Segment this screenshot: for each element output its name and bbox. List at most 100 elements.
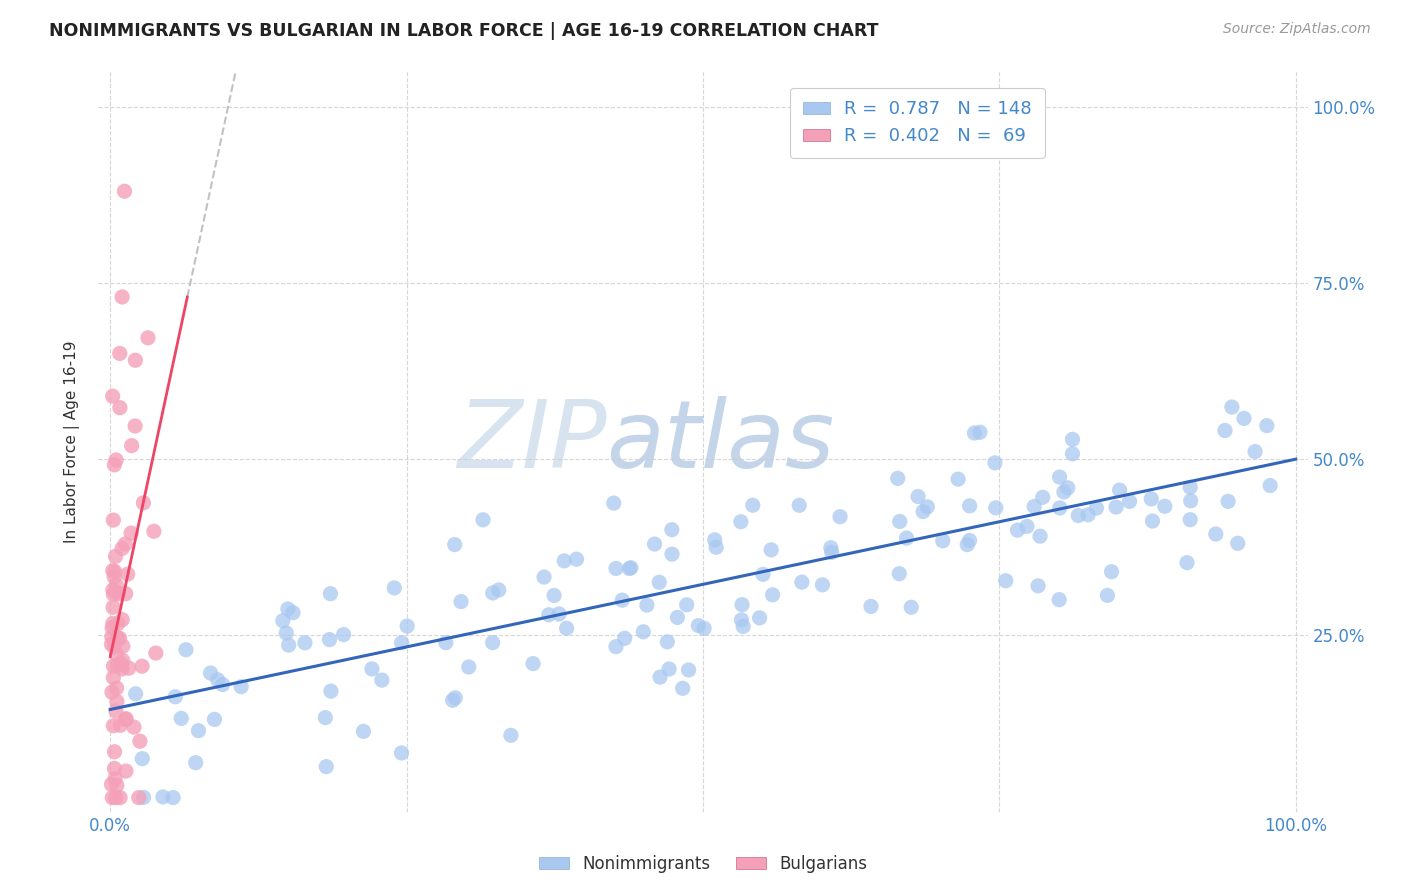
Point	[543, 589, 565, 603]
Point	[101, 790, 124, 805]
Point	[132, 790, 155, 805]
Point	[1220, 400, 1243, 414]
Point	[174, 642, 197, 657]
Point	[1118, 494, 1140, 508]
Point	[450, 594, 472, 608]
Point	[1056, 481, 1078, 495]
Point	[620, 560, 643, 574]
Point	[318, 632, 340, 647]
Point	[111, 541, 134, 556]
Point	[603, 496, 626, 510]
Point	[900, 600, 922, 615]
Point	[103, 458, 125, 472]
Point	[103, 719, 125, 733]
Point	[661, 547, 683, 561]
Point	[1085, 501, 1108, 516]
Point	[103, 671, 125, 685]
Point	[704, 541, 727, 555]
Point	[142, 524, 165, 539]
Point	[733, 619, 755, 633]
Point	[648, 575, 671, 590]
Point	[361, 662, 384, 676]
Point	[787, 498, 810, 512]
Point	[204, 712, 226, 726]
Point	[110, 718, 132, 732]
Point	[145, 646, 167, 660]
Point	[165, 690, 187, 704]
Point	[859, 599, 882, 614]
Point	[1077, 508, 1099, 522]
Point	[114, 587, 136, 601]
Point	[114, 184, 136, 198]
Point	[730, 613, 752, 627]
Point	[762, 588, 785, 602]
Point	[703, 533, 725, 547]
Point	[984, 500, 1007, 515]
Point	[104, 772, 127, 786]
Point	[1258, 478, 1281, 492]
Point	[396, 619, 419, 633]
Point	[946, 472, 969, 486]
Point	[120, 526, 142, 541]
Point	[277, 602, 299, 616]
Point	[353, 724, 375, 739]
Point	[522, 657, 544, 671]
Point	[103, 762, 125, 776]
Point	[200, 666, 222, 681]
Point	[105, 584, 128, 599]
Point	[124, 419, 146, 434]
Point	[889, 566, 911, 581]
Text: atlas: atlas	[606, 396, 835, 487]
Point	[107, 587, 129, 601]
Point	[790, 575, 813, 590]
Point	[101, 564, 124, 578]
Point	[759, 542, 782, 557]
Point	[1049, 500, 1071, 515]
Point	[332, 627, 354, 641]
Point	[1049, 470, 1071, 484]
Point	[105, 578, 128, 592]
Point	[100, 637, 122, 651]
Point	[959, 499, 981, 513]
Point	[1067, 508, 1090, 523]
Point	[118, 661, 141, 675]
Point	[104, 704, 127, 718]
Point	[115, 764, 138, 778]
Point	[107, 658, 129, 673]
Point	[1062, 447, 1084, 461]
Point	[612, 593, 634, 607]
Point	[693, 621, 716, 635]
Point	[896, 531, 918, 545]
Point	[100, 777, 122, 791]
Point	[444, 690, 467, 705]
Point	[1105, 500, 1128, 514]
Point	[1024, 500, 1046, 514]
Point	[1026, 579, 1049, 593]
Point	[111, 654, 134, 668]
Point	[152, 789, 174, 804]
Point	[129, 734, 152, 748]
Point	[170, 711, 193, 725]
Point	[101, 389, 124, 403]
Point	[821, 545, 844, 559]
Point	[104, 565, 127, 579]
Point	[678, 663, 700, 677]
Point	[1029, 529, 1052, 543]
Point	[636, 598, 658, 612]
Point	[658, 662, 681, 676]
Point	[107, 616, 129, 631]
Point	[1047, 592, 1070, 607]
Point	[912, 505, 935, 519]
Point	[132, 496, 155, 510]
Point	[811, 578, 834, 592]
Point	[1007, 523, 1029, 537]
Point	[1053, 485, 1076, 500]
Point	[128, 790, 150, 805]
Point	[605, 561, 627, 575]
Point	[131, 659, 153, 673]
Point	[319, 587, 342, 601]
Point	[124, 353, 146, 368]
Point	[115, 713, 138, 727]
Point	[104, 549, 127, 564]
Point	[907, 490, 929, 504]
